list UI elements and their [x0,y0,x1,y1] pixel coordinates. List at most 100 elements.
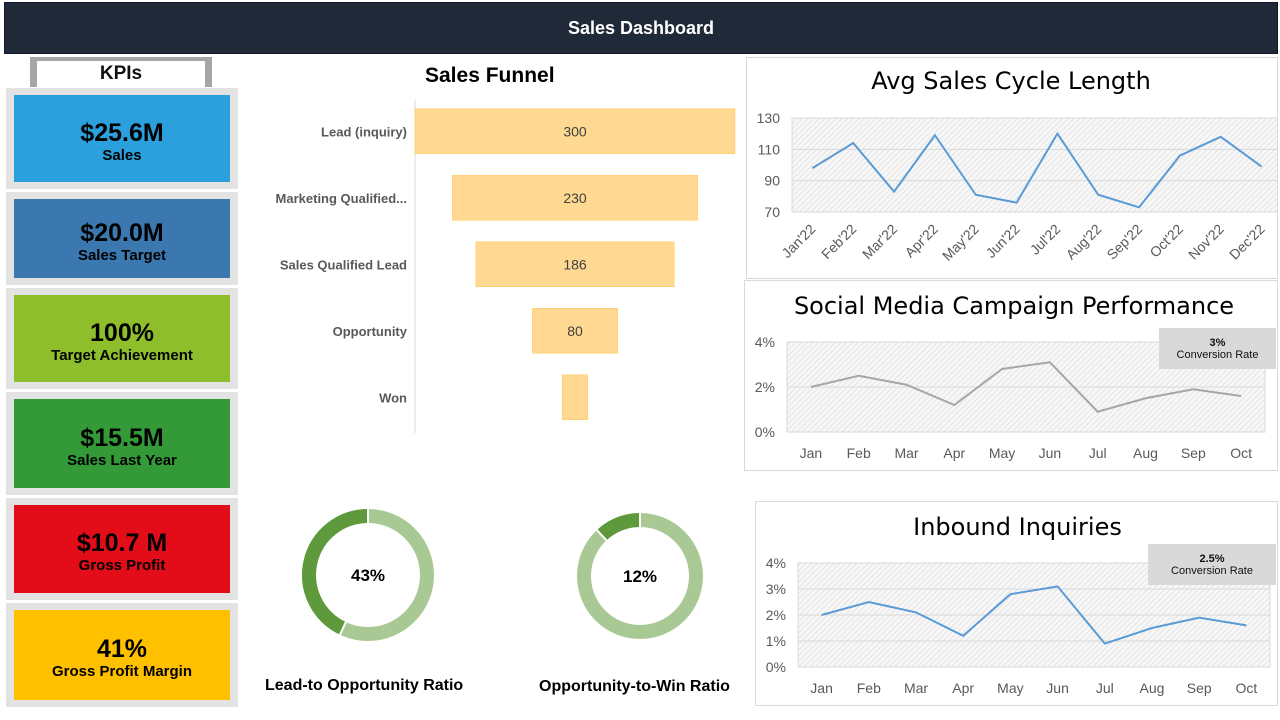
x-tick-label: Jun [1046,680,1069,696]
opportunity-to-win-donut: 12% [577,513,703,639]
kpi-label: Target Achievement [51,346,193,364]
y-tick-label: 110 [758,141,781,157]
social-conversion-label: Conversion Rate [1176,348,1259,361]
x-tick-label: Oct [1230,445,1252,461]
kpi-card-gross-profit: $10.7 M Gross Profit [6,498,238,600]
y-tick-label: 0% [755,424,775,440]
x-tick-label: Apr [943,445,965,461]
kpi-card-sales-last-year: $15.5M Sales Last Year [6,392,238,495]
kpi-card-sales-target: $20.0M Sales Target [6,192,238,285]
x-tick-label: Jun [1039,445,1062,461]
x-tick-label: Oct [1236,680,1258,696]
plot-area [791,117,1277,213]
funnel-bar [532,308,618,354]
x-tick-label: Apr [952,680,974,696]
funnel-bar [561,374,589,420]
social-conversion-badge: 3% Conversion Rate [1159,328,1276,369]
x-tick-label: Dec'22 [1226,221,1268,263]
x-tick-label: Aug'22 [1063,221,1105,263]
kpi-tile: $25.6M Sales [14,95,230,182]
funnel-bar [452,175,698,221]
kpi-tile: $20.0M Sales Target [14,199,230,278]
x-tick-label: Jan [800,445,823,461]
x-tick-label: Sep [1187,680,1212,696]
series-line [821,585,1247,645]
x-tick-label: Jul [1096,680,1114,696]
inbound-conversion-value: 2.5% [1199,552,1225,565]
kpi-label: Gross Profit Margin [51,663,193,680]
x-tick-label: Sep'22 [1103,221,1145,263]
funnel-value-label: 80 [567,323,583,339]
social-chart-title: Social Media Campaign Performance [793,292,1235,320]
funnel-bar [475,241,675,287]
donut-separator [338,621,347,636]
cycle-chart-title: Avg Sales Cycle Length [871,67,1151,95]
sales-funnel-chart: Lead (inquiry) 300 Marketing Qualified... 2… [276,100,736,433]
funnel-category-label: Won [379,390,407,405]
kpi-label: Sales Target [77,246,167,264]
x-tick-label: Mar'22 [859,221,900,262]
funnel-category-label: Lead (inquiry) [321,124,407,139]
y-tick-label: 3% [766,581,786,597]
x-tick-label: Aug [1133,445,1158,461]
x-tick-label: Jan'22 [778,221,818,261]
funnel-category-label: Marketing Qualified... [276,191,407,206]
series-line [810,361,1242,413]
funnel-value-label: 230 [563,190,587,206]
x-tick-label: Jul [1089,445,1107,461]
donut-separator [596,529,608,541]
x-tick-label: Feb'22 [818,221,859,262]
kpi-tile: $10.7 M Gross Profit [14,505,230,593]
donut-value-label: 12% [623,567,657,586]
funnel-category-label: Opportunity [333,324,408,339]
x-tick-label: May [989,445,1015,461]
dashboard-header: Sales Dashboard [4,2,1278,54]
donut-value-label: 43% [351,566,385,585]
y-tick-label: 1% [766,633,786,649]
kpi-value: $25.6M [80,118,164,147]
social-conversion-value: 3% [1209,336,1226,349]
lead-to-opportunity-donut: 43% [302,509,434,641]
funnel-value-label: 186 [563,256,587,272]
x-tick-label: Mar [894,445,918,461]
kpi-label: Gross Profit [78,557,166,574]
kpi-card-gross-profit-margin: 41% Gross Profit Margin [6,603,238,707]
kpi-card-sales: $25.6M Sales [6,88,238,189]
kpi-value: $20.0M [80,218,164,247]
funnel-bar [414,108,736,154]
kpi-tile: $15.5M Sales Last Year [14,399,230,488]
y-tick-label: 130 [757,110,781,126]
inbound-chart-title: Inbound Inquiries [913,513,1122,541]
funnel-title: Sales Funnel [425,64,555,87]
x-tick-label: Mar [904,680,928,696]
dashboard-title: Sales Dashboard [567,17,715,38]
x-tick-label: Oct'22 [1146,221,1186,261]
y-tick-label: 70 [764,204,780,220]
x-tick-label: Sep [1181,445,1206,461]
kpi-tile: 100% Target Achievement [14,295,230,382]
donut-segment [596,513,641,541]
y-tick-label: 2% [755,379,775,395]
kpi-label: Sales Last Year [67,451,177,469]
kpi-label: Sales [102,146,142,164]
x-tick-label: May [997,680,1023,696]
x-tick-label: Feb [857,680,881,696]
kpis-title: KPIs [30,57,212,87]
x-tick-label: Nov'22 [1185,221,1227,263]
y-tick-label: 0% [766,659,786,675]
x-tick-label: May'22 [939,221,982,264]
y-tick-label: 4% [766,555,786,571]
x-tick-label: Jun'22 [983,221,1023,261]
inbound-conversion-badge: 2.5% Conversion Rate [1148,544,1276,585]
kpi-tile: 41% Gross Profit Margin [14,610,230,700]
kpi-value: 41% [96,635,148,663]
opportunity-to-win-label: Opportunity-to-Win Ratio [539,678,730,695]
y-tick-label: 2% [766,607,786,623]
x-tick-label: Jan [810,680,833,696]
y-tick-label: 4% [755,334,775,350]
kpi-value: $15.5M [80,423,164,452]
kpi-value: 100% [90,318,154,347]
x-tick-label: Aug [1140,680,1165,696]
y-tick-label: 90 [764,173,780,189]
funnel-value-label: 300 [563,123,587,139]
